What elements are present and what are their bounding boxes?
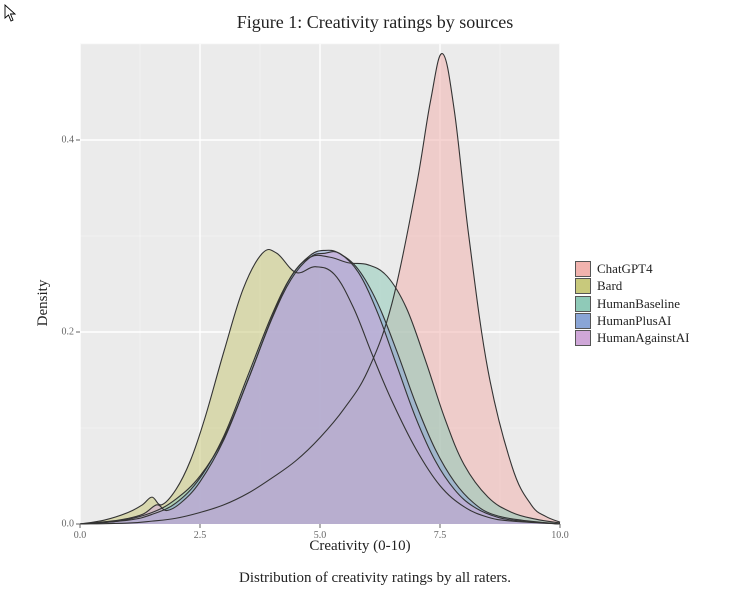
y-axis-label: Density [35,279,52,326]
legend-label: HumanPlusAI [597,313,671,329]
legend-swatch [575,278,591,294]
legend: ChatGPT4 Bard HumanBaseline HumanPlusAI … [575,260,689,347]
y-tick-label: 0.2 [46,327,74,338]
x-axis-label: Creativity (0-10) [80,538,640,555]
figure-caption: Distribution of creativity ratings by al… [0,570,750,587]
y-tick-label: 0.0 [46,519,74,530]
legend-swatch [575,330,591,346]
legend-swatch [575,313,591,329]
figure-title: Figure 1: Creativity ratings by sources [0,12,750,33]
legend-swatch [575,261,591,277]
legend-item: Bard [575,278,689,294]
legend-label: ChatGPT4 [597,261,653,277]
legend-item: HumanPlusAI [575,313,689,329]
legend-item: HumanBaseline [575,296,689,312]
legend-label: HumanBaseline [597,296,680,312]
legend-item: HumanAgainstAI [575,330,689,346]
plot-area [80,44,560,524]
y-tick-label: 0.4 [46,135,74,146]
density-plot-svg [80,44,560,524]
legend-label: Bard [597,278,622,294]
legend-label: HumanAgainstAI [597,330,689,346]
legend-item: ChatGPT4 [575,261,689,277]
legend-swatch [575,296,591,312]
figure-container: Figure 1: Creativity ratings by sources … [0,0,750,605]
